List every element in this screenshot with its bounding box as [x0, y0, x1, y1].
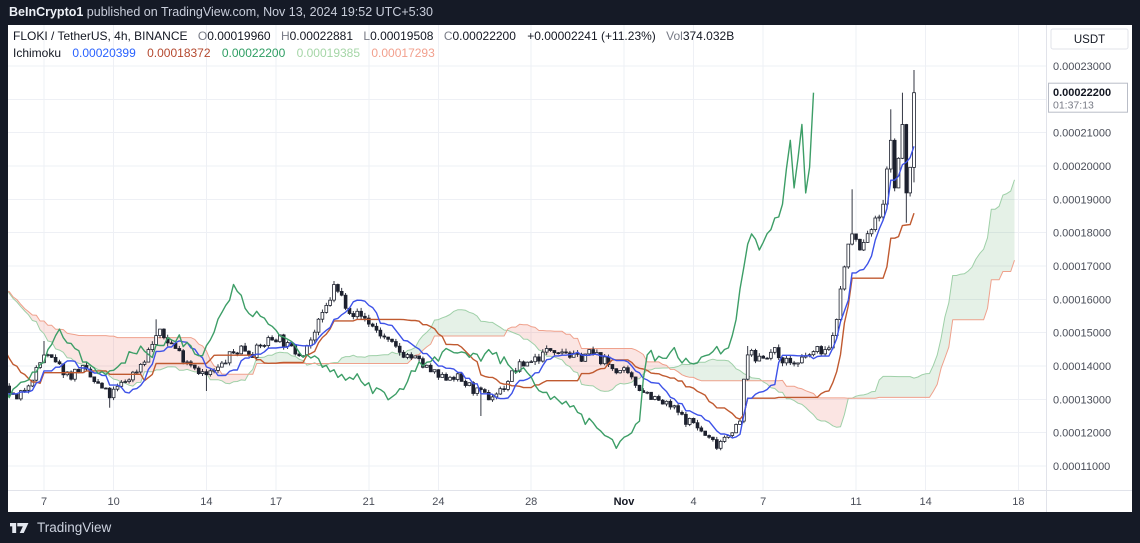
- price-tick-label: 0.00012000: [1053, 428, 1111, 440]
- ichimoku-lead-a-value: 0.00019385: [296, 46, 361, 60]
- lead-a-line: [8, 179, 1015, 428]
- chart-legend: FLOKI / TetherUS, 4h, BINANCE O0.0001996…: [13, 28, 734, 62]
- ohlc-close: C0.00022200: [443, 29, 516, 43]
- ohlc-low: L0.00019508: [363, 29, 434, 43]
- time-tick-label: 17: [270, 496, 282, 508]
- ohlc-low-value: 0.00019508: [370, 29, 434, 43]
- ohlc-open: O0.00019960: [197, 29, 271, 43]
- tenkan-conversion-line: [8, 146, 915, 439]
- price-tick-label: 0.00023000: [1053, 61, 1111, 73]
- ichimoku-lead-b-value: 0.00017293: [371, 46, 435, 60]
- time-tick-label: 21: [363, 496, 375, 508]
- ohlc-close-value: 0.00022200: [452, 29, 516, 43]
- ohlc-high: H0.00022881: [280, 29, 354, 43]
- price-tick-label: 0.00011000: [1053, 461, 1110, 473]
- ohlc-open-value: 0.00019960: [207, 29, 271, 43]
- time-tick-label: 28: [525, 496, 537, 508]
- time-tick-label: 18: [1012, 496, 1024, 508]
- time-axis[interactable]: 7 10 14 17 21 24 28 Nov 4 7 11 14 18: [41, 496, 1025, 508]
- brand-name[interactable]: TradingView: [37, 520, 112, 535]
- indicator-name[interactable]: Ichimoku: [13, 46, 62, 60]
- indicator-row: Ichimoku 0.00020399 0.00018372 0.0002220…: [13, 45, 734, 62]
- price-axis[interactable]: 0.000230000.000220000.000210000.00020000…: [1048, 28, 1129, 473]
- brand-bar: TradingView: [0, 512, 1140, 543]
- last-price-box[interactable]: [1048, 82, 1128, 113]
- chart-pane[interactable]: [8, 25, 1132, 512]
- candles: [8, 70, 916, 451]
- volume: Vol374.032B: [666, 29, 735, 43]
- time-tick-label: 14: [919, 496, 931, 508]
- currency-label: USDT: [1074, 34, 1105, 46]
- publish-bar: BeInCrypto1 published on TradingView.com…: [0, 0, 1140, 25]
- plot-area[interactable]: [0, 70, 1015, 451]
- price-tick-label: 0.00016000: [1053, 294, 1111, 306]
- ichimoku-conversion-value: 0.00020399: [72, 46, 136, 60]
- last-price-label: 0.00022200: [1053, 87, 1111, 99]
- time-tick-label: 11: [850, 496, 861, 508]
- publish-info: published on TradingView.com, Nov 13, 20…: [83, 5, 433, 19]
- volume-suffix: B: [726, 29, 735, 43]
- volume-value: 374.032: [682, 29, 727, 43]
- ichimoku-cloud-bearish: [9, 291, 849, 428]
- price-tick-label: 0.00015000: [1053, 328, 1111, 340]
- ichimoku-base-value: 0.00018372: [147, 46, 211, 60]
- price-tick-label: 0.00017000: [1053, 261, 1111, 273]
- currency-box[interactable]: [1050, 28, 1129, 50]
- time-tick-label: 7: [760, 496, 766, 508]
- tradingview-logo-icon[interactable]: [10, 521, 29, 535]
- price-tick-label: 0.00013000: [1053, 394, 1111, 406]
- ichimoku-lagging-value: 0.00022200: [221, 46, 286, 60]
- ohlc-high-value: 0.00022881: [289, 29, 354, 43]
- time-tick-label: 10: [107, 496, 119, 508]
- price-tick-label: 0.00021000: [1053, 128, 1111, 140]
- time-tick-label: 4: [691, 496, 697, 508]
- time-tick-label: 24: [432, 496, 444, 508]
- price-tick-label: 0.00020000: [1053, 161, 1111, 173]
- grid: [8, 25, 1046, 490]
- time-tick-label: 7: [41, 496, 47, 508]
- price-tick-label: 0.00018000: [1053, 228, 1111, 240]
- time-tick-label: Nov: [614, 496, 636, 508]
- symbol-row: FLOKI / TetherUS, 4h, BINANCE O0.0001996…: [13, 28, 734, 45]
- price-tick-label: 0.00014000: [1053, 361, 1111, 373]
- time-tick-label: 14: [200, 496, 212, 508]
- price-change: +0.00002241 (+11.23%): [527, 29, 656, 43]
- publisher-name: BeInCrypto1: [9, 5, 84, 19]
- chikou-lagging-line: [8, 92, 815, 449]
- price-tick-label: 0.00019000: [1053, 194, 1111, 206]
- kijun-base-line: [8, 212, 915, 420]
- countdown-label: 01:37:13: [1053, 100, 1094, 112]
- symbol-title[interactable]: FLOKI / TetherUS, 4h, BINANCE: [13, 29, 188, 43]
